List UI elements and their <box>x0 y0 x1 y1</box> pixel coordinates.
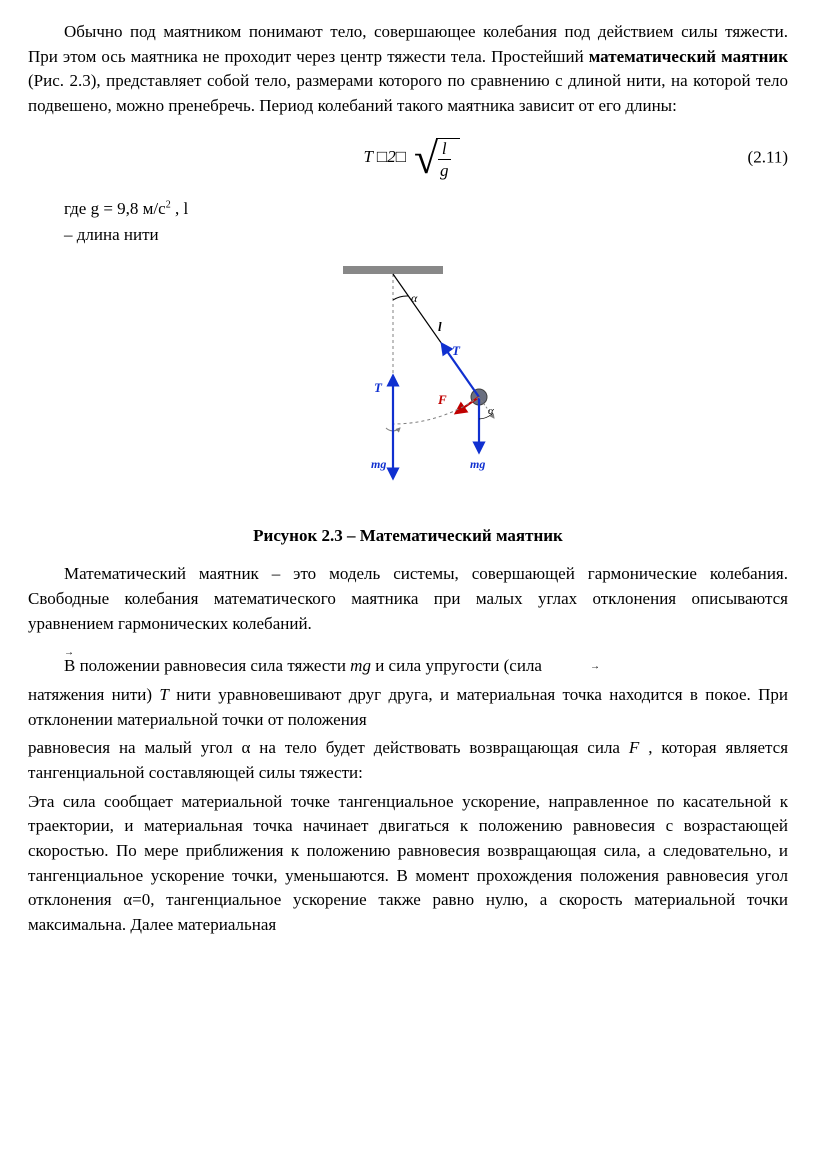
ceiling-bar <box>343 266 443 274</box>
svg-text:l: l <box>438 319 442 334</box>
formula-row: T □2□ √ l g (2.11) <box>28 125 788 191</box>
svg-text:T⃗: T⃗ <box>374 380 392 395</box>
frac-num: l <box>438 140 451 160</box>
paragraph-3-line3: → равновесия на малый угол α на тело буд… <box>28 736 788 785</box>
intro-paragraph: Обычно под маятником понимают тело, сове… <box>28 20 788 119</box>
p1-bold: математический маятник <box>589 47 788 66</box>
svg-text:F⃗: F⃗ <box>437 392 457 407</box>
paragraph-3-line2: натяжения нити) T нити уравновешивают др… <box>28 683 788 732</box>
svg-text:α: α <box>411 291 418 305</box>
p1-post: (Рис. 2.3), представляет собой тело, раз… <box>28 71 788 115</box>
svg-text:α: α <box>488 405 494 417</box>
paragraph-4: Эта сила сообщает материальной точке тан… <box>28 790 788 938</box>
where-line2: – длина нити <box>28 223 788 248</box>
pendulum-diagram: α l T⃗ F⃗ mg⃗ α T⃗ mg⃗ <box>28 256 788 516</box>
paragraph-3-line1: В положении равновесия сила тяжести mg и… <box>28 654 788 679</box>
svg-text:T⃗: T⃗ <box>452 343 470 358</box>
paragraph-2: Математический маятник – это модель сист… <box>28 562 788 636</box>
sqrt-sign: √ <box>414 127 438 191</box>
where-line1: где g = 9,8 м/с2 , l <box>28 197 788 222</box>
svg-text:mg⃗: mg⃗ <box>470 457 495 471</box>
formula: T □2□ √ l g <box>364 137 453 179</box>
equation-number: (2.11) <box>748 145 788 170</box>
vector-arrow-icon: → <box>554 660 600 675</box>
frac-den: g <box>436 160 453 179</box>
figure-caption: Рисунок 2.3 – Математический маятник <box>28 524 788 549</box>
svg-text:mg⃗: mg⃗ <box>371 457 396 471</box>
formula-lhs: T □2□ <box>364 145 406 170</box>
vector-arrow-icon: → <box>32 742 42 757</box>
